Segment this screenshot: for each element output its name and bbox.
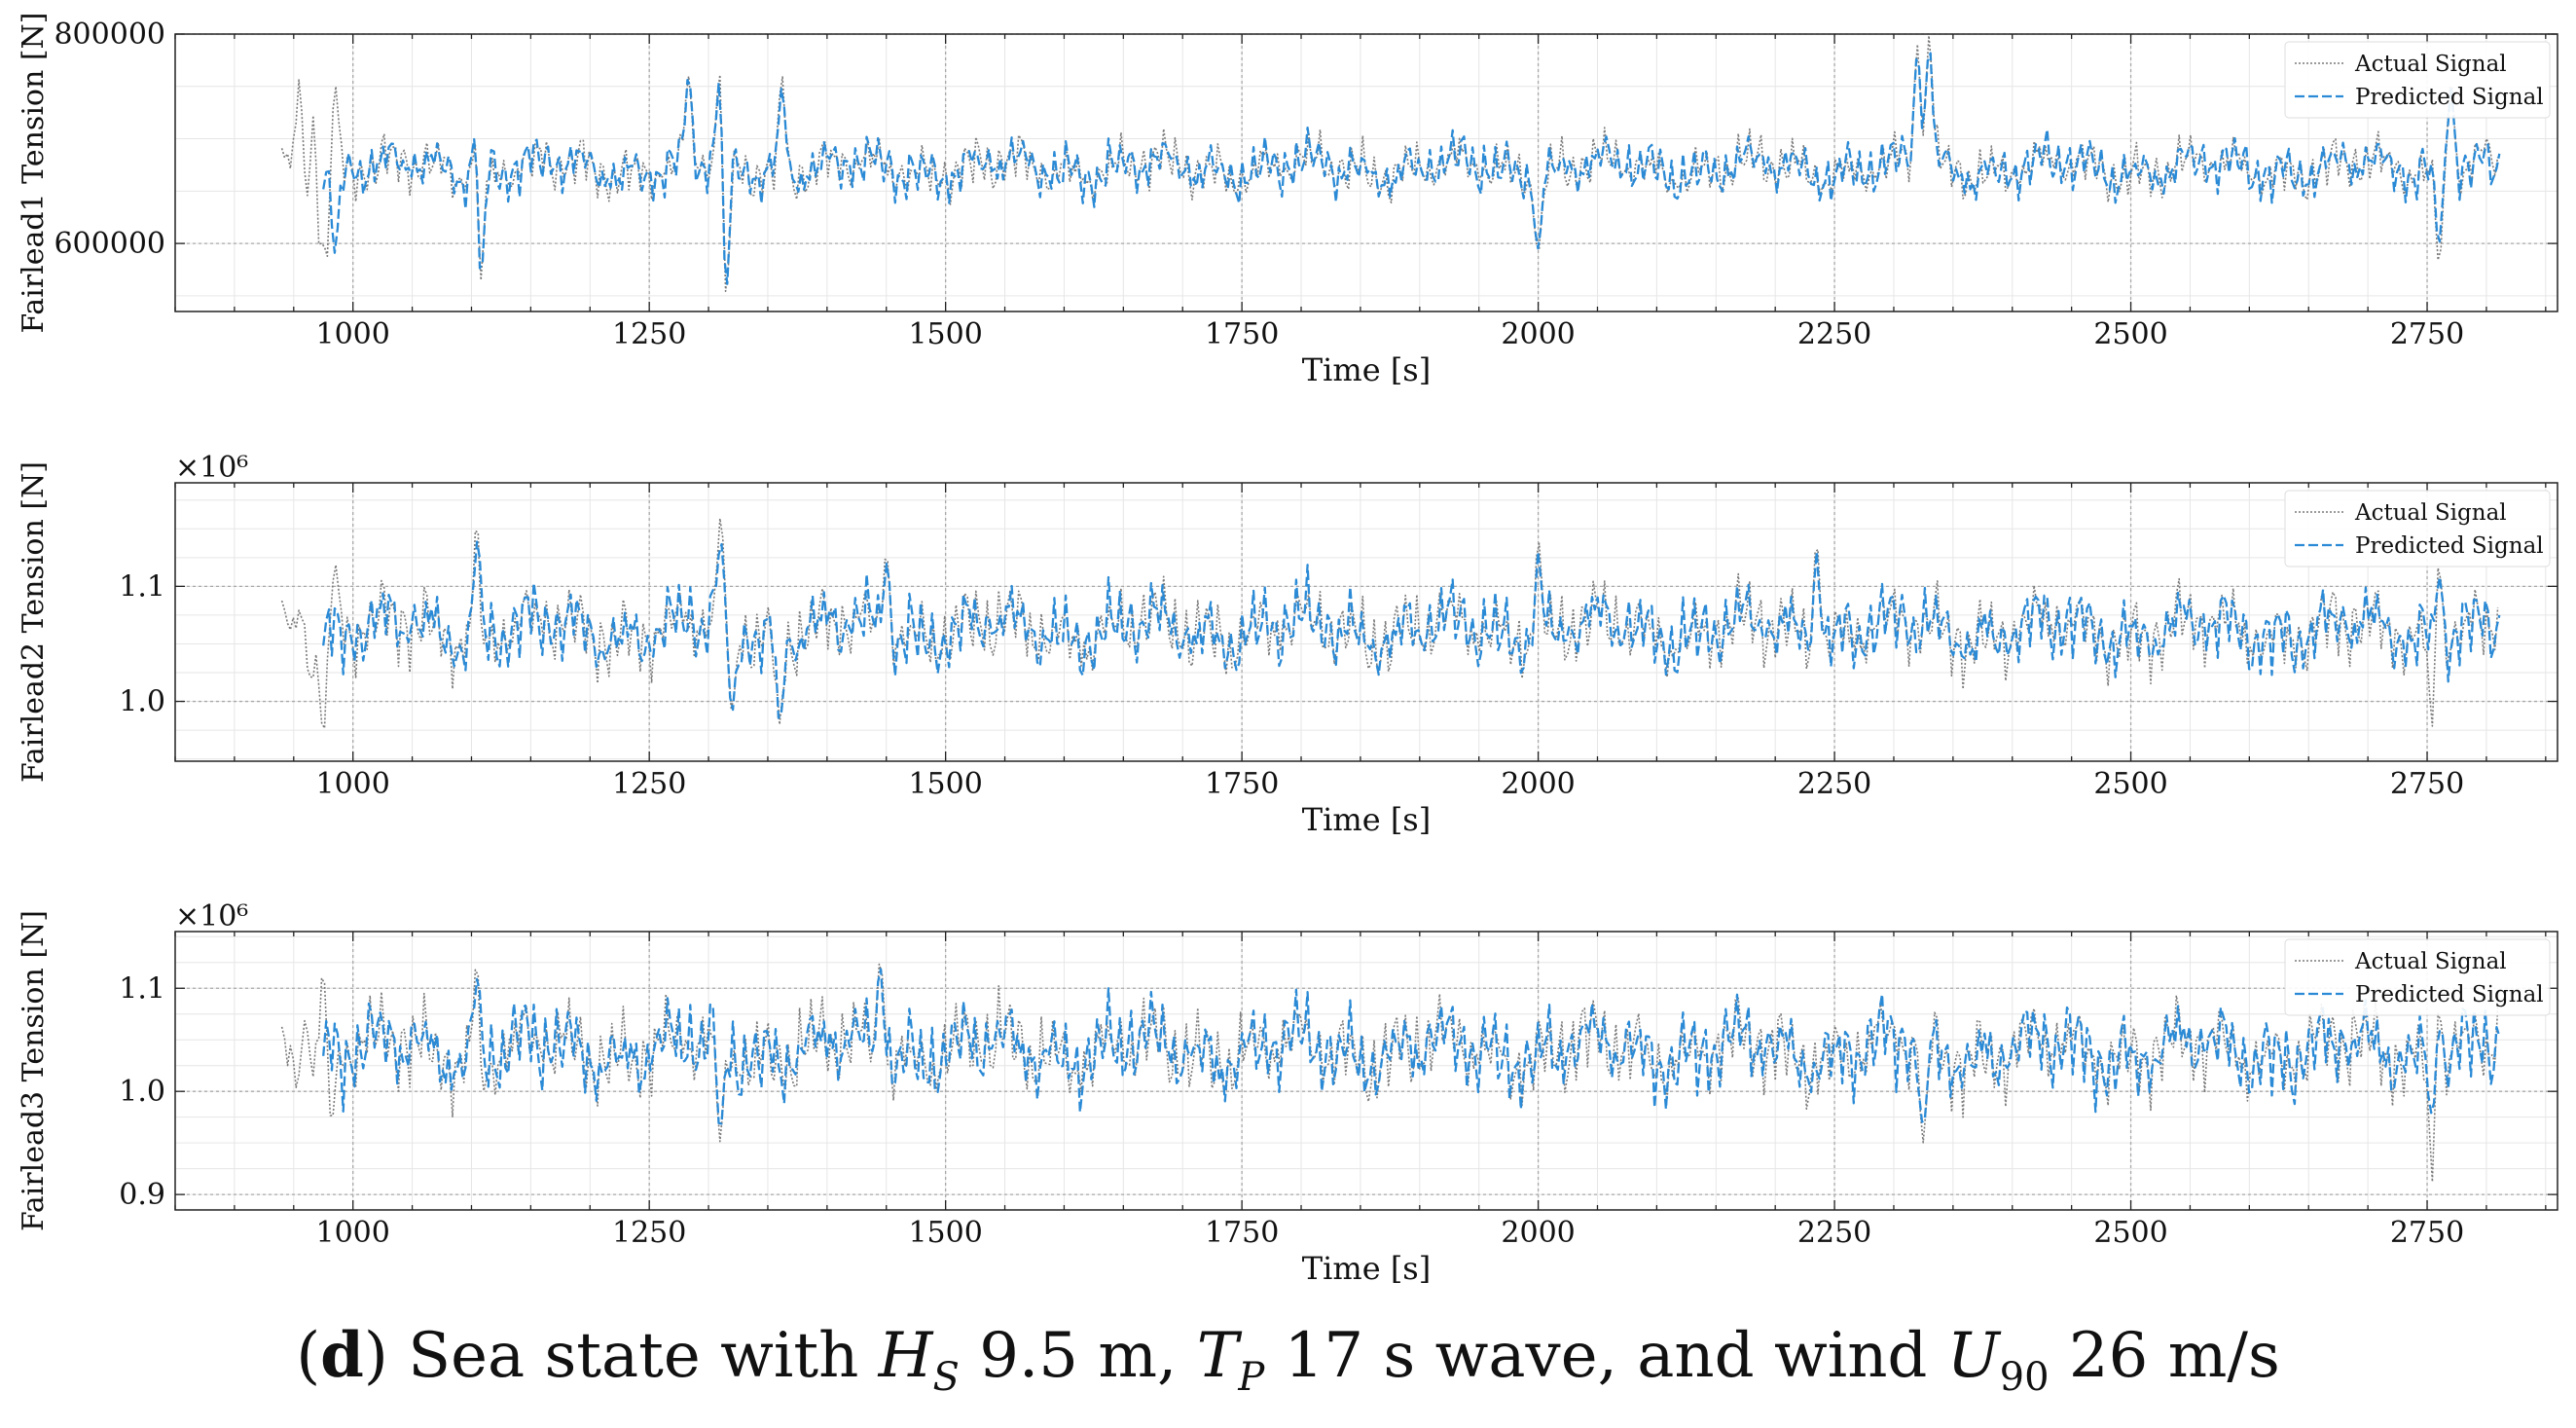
legend-box [2284, 938, 2551, 1016]
predicted-signal-line [322, 968, 2501, 1125]
plot-area [175, 932, 2558, 1210]
y-tick-label: 1.0 [119, 1075, 165, 1109]
caption-u-sub: 90 [1999, 1354, 2050, 1400]
legend-predicted-label: Predicted Signal [2355, 982, 2544, 1007]
y-axis-label: Fairlead3 Tension [N] [17, 910, 51, 1231]
x-tick-label: 1000 [316, 317, 390, 351]
axes-frame [174, 33, 2558, 312]
x-tick-label: 2500 [2093, 317, 2167, 351]
x-tick-label: 1750 [1205, 767, 1279, 801]
caption-prefix: ) Sea state with [363, 1320, 879, 1392]
caption-hs-sub: S [932, 1354, 960, 1400]
chart-panel-1: 1000 1250 1500 1750 2000 2250 2500 2750 600000 80… [17, 13, 2558, 388]
y-offset-text: ×10⁶ [175, 451, 248, 485]
series-group [280, 963, 2501, 1183]
y-tick-label: 1.1 [119, 569, 165, 604]
y-tick-label: 0.9 [119, 1178, 165, 1212]
x-tick-label: 1000 [316, 767, 390, 801]
y-tick-label: 600000 [54, 227, 165, 261]
x-tick-label: 2250 [1797, 317, 1871, 351]
x-tick-label: 2750 [2390, 767, 2464, 801]
series-group [280, 517, 2501, 729]
actual-signal-line [280, 34, 2499, 292]
figure-caption: (d) Sea state with HS 9.5 m, TP 17 s wav… [296, 1319, 2280, 1400]
x-axis-label: Time [s] [1302, 801, 1431, 838]
x-tick-label: 2000 [1501, 767, 1575, 801]
y-axis-label: Fairlead1 Tension [N] [17, 13, 51, 334]
x-tick-label: 2500 [2093, 767, 2167, 801]
legend-box [2284, 41, 2551, 119]
caption-hs-value: 9.5 m, [959, 1320, 1197, 1392]
x-tick-label: 2500 [2093, 1216, 2167, 1250]
y-axis-label: Fairlead2 Tension [N] [17, 461, 51, 783]
x-tick-label: 2750 [2390, 1216, 2464, 1250]
x-tick-label: 1250 [612, 317, 686, 351]
x-axis-label: Time [s] [1302, 1250, 1431, 1287]
legend-actual-label: Actual Signal [2354, 52, 2507, 77]
legend-actual-label: Actual Signal [2354, 500, 2507, 526]
y-tick-label: 1.1 [119, 971, 165, 1006]
predicted-signal-line [322, 52, 2501, 285]
caption-u-value: 26 m/s [2049, 1320, 2280, 1392]
x-tick-label: 2000 [1501, 317, 1575, 351]
caption-u-symbol: U [1946, 1320, 2000, 1392]
x-tick-label: 1500 [908, 767, 982, 801]
x-tick-label: 1250 [612, 1216, 686, 1250]
chart-panel-2: 1000 1250 1500 1750 2000 2250 2500 2750 1.0 1.1 Ti… [17, 451, 2558, 838]
caption-hs-symbol: H [878, 1320, 933, 1392]
x-tick-label: 1750 [1205, 1216, 1279, 1250]
legend-predicted-label: Predicted Signal [2355, 85, 2544, 110]
x-tick-label: 1000 [316, 1216, 390, 1250]
x-tick-label: 2250 [1797, 767, 1871, 801]
actual-signal-line [280, 963, 2499, 1183]
caption-tp-value: 17 s wave, and wind [1264, 1320, 1947, 1392]
predicted-signal-line [322, 540, 2501, 719]
legend-actual-label: Actual Signal [2354, 949, 2507, 974]
x-tick-label: 1500 [908, 1216, 982, 1250]
legend-predicted-label: Predicted Signal [2355, 533, 2544, 559]
axes-frame [174, 482, 2558, 762]
x-axis-label: Time [s] [1302, 351, 1431, 388]
x-tick-label: 1750 [1205, 317, 1279, 351]
caption-tp-sub: P [1238, 1354, 1265, 1400]
x-tick-label: 1500 [908, 317, 982, 351]
caption-tp-symbol: T [1196, 1320, 1239, 1392]
x-tick-label: 2000 [1501, 1216, 1575, 1250]
legend-box [2284, 490, 2551, 568]
y-tick-label: 800000 [54, 18, 165, 52]
chart-panel-3: 1000 1250 1500 1750 2000 2250 2500 2750 0.9 1.0 1.… [17, 899, 2558, 1287]
actual-signal-line [280, 517, 2499, 729]
caption-label: d [320, 1319, 364, 1392]
x-tick-label: 2250 [1797, 1216, 1871, 1250]
y-offset-text: ×10⁶ [175, 899, 248, 934]
x-tick-label: 2750 [2390, 317, 2464, 351]
x-tick-label: 1250 [612, 767, 686, 801]
series-group [280, 34, 2501, 292]
y-tick-label: 1.0 [119, 685, 165, 719]
axes-frame [174, 931, 2558, 1211]
